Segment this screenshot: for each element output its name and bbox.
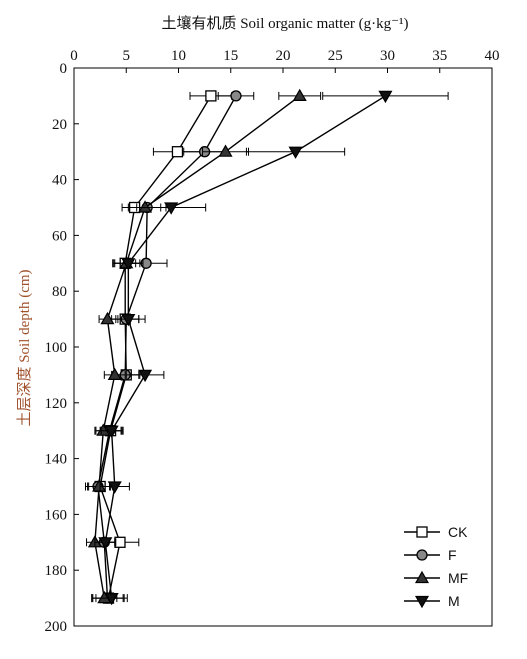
x-tick-label: 15 [223,48,238,64]
data-point-mf [218,144,233,157]
y-tick-label: 200 [45,619,68,635]
legend-marker-m [414,595,430,609]
x-tick-label: 30 [380,48,395,64]
x-tick-label: 0 [70,48,78,64]
data-point-m [378,90,393,104]
legend-marker-f [416,549,428,561]
data-point-m [164,202,179,215]
y-tick-label: 0 [60,61,68,77]
x-tick-label: 35 [432,48,447,64]
data-point-mf [107,367,122,380]
y-axis-label: 土层深度 Soil depth (cm) [16,269,33,426]
y-tick-label: 80 [52,284,67,300]
y-tick-label: 120 [45,396,68,412]
data-point-ck [171,146,184,158]
series-line-ck [99,95,212,599]
x-tick-label: 5 [123,48,131,64]
legend: CK F MF M [404,524,468,609]
legend-marker-ck [416,526,428,538]
x-tick-label: 25 [328,48,343,64]
data-point-m [121,258,136,271]
data-point-m [104,425,119,438]
data-point-ck [205,90,217,102]
y-tick-label: 20 [52,117,67,133]
y-tick-label: 60 [52,228,67,244]
legend-label-f: F [448,547,457,563]
data-point-m [138,369,153,383]
y-tick-label: 180 [45,563,68,579]
data-point-m [107,481,122,494]
data-point-m [288,146,303,159]
data-point-m [104,593,119,606]
data-point-ck [114,536,126,548]
y-tick-label: 40 [52,173,67,189]
data-point-mf [92,479,107,492]
y-tick-label: 140 [45,452,68,468]
data-point-mf [100,311,115,325]
series-line-f [97,95,237,599]
legend-label-mf: MF [448,570,468,586]
y-tick-label: 100 [45,340,68,356]
series-line-m [104,95,386,599]
data-point-mf [138,200,153,213]
x-tick-label: 10 [171,48,186,64]
legend-marker-mf [414,570,430,584]
legend-label-ck: CK [448,524,468,540]
series-line-mf [94,95,301,599]
data-point-m [121,314,136,327]
plot-area: 0 5 10 15 20 25 30 35 40 0 20 40 60 80 100 120 140 160 180… [45,48,500,635]
data-point-f [230,90,242,102]
data-point-m [98,537,113,550]
x-tick-label: 20 [276,48,291,64]
data-point-mf [292,88,307,101]
x-tick-label: 40 [485,48,500,64]
chart-title: 土壤有机质 Soil organic matter (g·kg⁻¹) [161,14,408,32]
y-tick-label: 160 [45,507,68,523]
legend-label-m: M [448,593,460,609]
data-point-mf [96,423,111,436]
